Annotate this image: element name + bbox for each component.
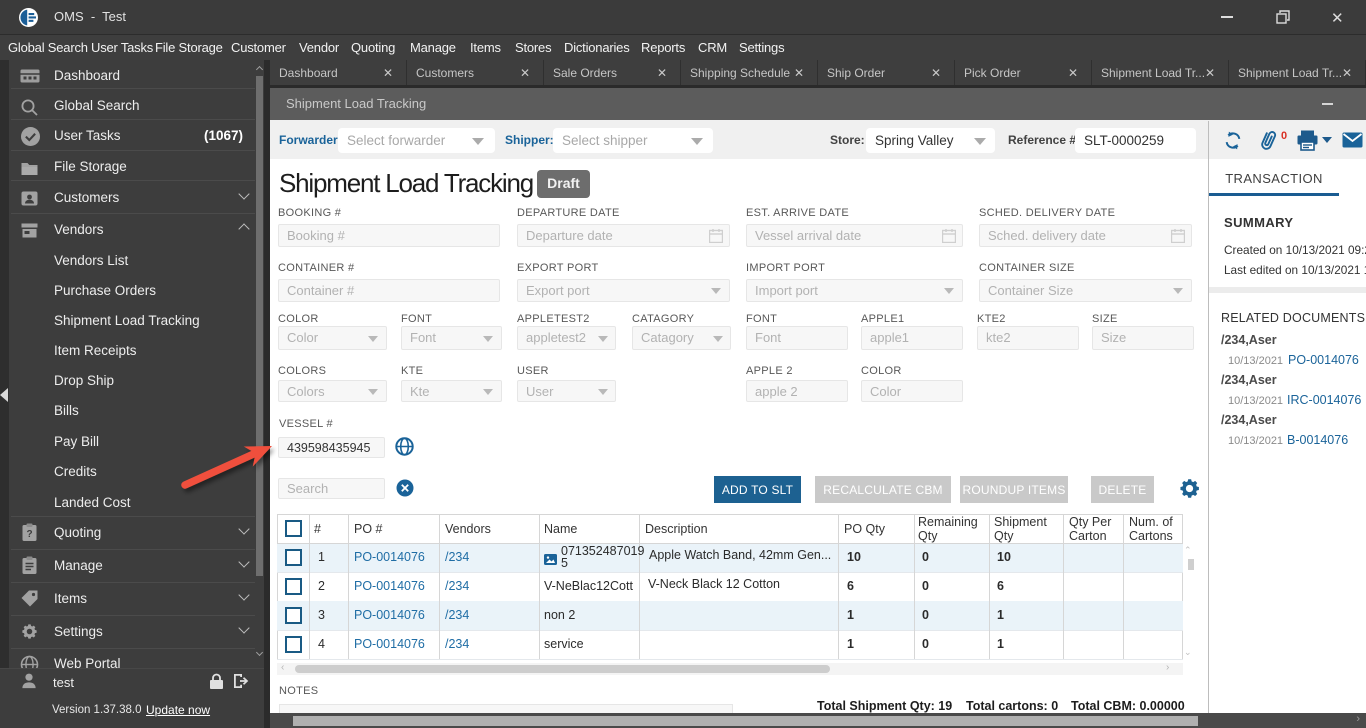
svg-text:?: ? (26, 529, 32, 540)
